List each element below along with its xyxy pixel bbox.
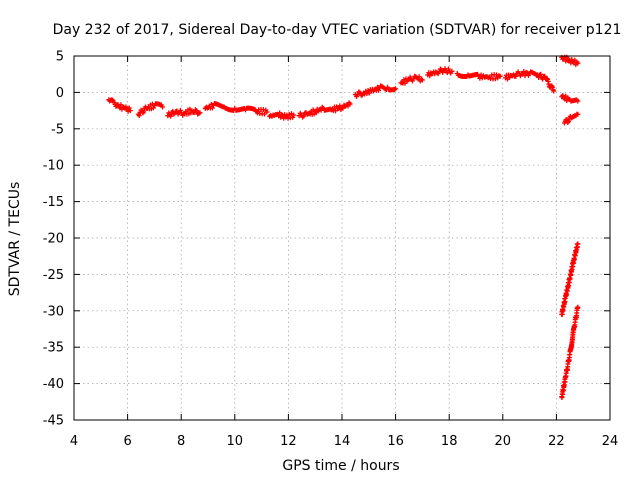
- x-tick-label: 12: [280, 434, 297, 449]
- data-point: [347, 101, 353, 107]
- x-axis-label: GPS time / hours: [282, 458, 399, 474]
- x-tick-label: 18: [441, 434, 458, 449]
- tick-layer: 4 6 8 10 12 14 16 18 20 22 24 5 0 -5 -10 -15 -20 -25 -30 -3…: [43, 50, 619, 450]
- data-point: [575, 304, 581, 310]
- data-segment: [454, 70, 503, 82]
- data-segment: [502, 69, 557, 94]
- y-tick-label: -30: [43, 304, 64, 319]
- data-marker: [538, 71, 544, 77]
- x-tick-label: 22: [548, 434, 565, 449]
- data-segment: [559, 92, 581, 104]
- data-segment: [425, 66, 455, 79]
- data-marker: [194, 108, 200, 114]
- data-point: [419, 77, 425, 83]
- x-tick-label: 16: [387, 434, 404, 449]
- data-point: [197, 110, 203, 116]
- data-segment: [561, 111, 581, 126]
- x-tick-label: 8: [177, 434, 185, 449]
- y-tick-label: 0: [56, 86, 64, 101]
- data-point: [575, 241, 581, 247]
- x-tick-label: 6: [123, 434, 131, 449]
- data-segment: [165, 106, 203, 119]
- data-segment: [398, 73, 425, 86]
- data-marker: [567, 276, 573, 282]
- data-marker: [566, 118, 572, 124]
- x-tick-label: 24: [602, 434, 619, 449]
- data-point: [551, 88, 557, 94]
- y-tick-label: -15: [43, 195, 64, 210]
- x-tick-label: 14: [334, 434, 351, 449]
- data-segment: [559, 54, 581, 68]
- data-point: [497, 73, 503, 79]
- data-segment: [202, 100, 270, 117]
- data-segment: [352, 83, 399, 100]
- data-marker: [559, 311, 565, 317]
- data-marker: [301, 113, 307, 119]
- data-marker: [513, 73, 519, 79]
- data-point: [575, 98, 581, 104]
- data-marker: [416, 74, 422, 80]
- data-marker: [209, 105, 215, 111]
- data-segment: [559, 241, 581, 317]
- y-tick-label: -40: [43, 377, 64, 392]
- data-point: [127, 108, 133, 114]
- data-marker: [138, 107, 144, 113]
- data-marker: [494, 72, 500, 78]
- data-point: [449, 68, 455, 74]
- x-tick-label: 20: [495, 434, 512, 449]
- data-marker: [168, 113, 174, 119]
- y-tick-label: -45: [43, 414, 64, 429]
- data-point: [159, 104, 165, 110]
- data-point: [291, 112, 297, 118]
- data-marker: [537, 72, 543, 78]
- data-segment: [267, 110, 297, 121]
- y-tick-label: -5: [51, 122, 64, 137]
- data-marker: [254, 110, 260, 116]
- data-marker: [560, 391, 566, 397]
- data-marker: [562, 379, 568, 385]
- y-tick-label: -10: [43, 159, 64, 174]
- chart-title: Day 232 of 2017, Sidereal Day-to-day VTE…: [53, 22, 622, 38]
- y-tick-label: -20: [43, 232, 64, 247]
- y-tick-label: -35: [43, 341, 64, 356]
- data-marker: [109, 97, 115, 103]
- data-marker: [560, 92, 566, 98]
- data-marker: [478, 72, 484, 78]
- data-marker: [136, 113, 142, 119]
- y-axis-label: SDTVAR / TECUs: [7, 182, 23, 297]
- x-tick-label: 10: [227, 434, 244, 449]
- data-point: [264, 109, 270, 115]
- data-segment: [559, 304, 581, 400]
- data-marker: [126, 105, 132, 111]
- data-layer: [106, 54, 581, 400]
- data-point: [575, 111, 581, 117]
- x-tick-label: 4: [70, 434, 78, 449]
- data-marker: [141, 109, 147, 115]
- y-tick-label: 5: [56, 50, 64, 65]
- data-segment: [106, 97, 133, 114]
- data-marker: [564, 292, 570, 298]
- data-marker: [150, 105, 156, 111]
- data-point: [575, 60, 581, 66]
- y-tick-label: -25: [43, 268, 64, 283]
- data-segment: [296, 100, 353, 120]
- data-marker: [492, 76, 498, 82]
- grid-layer: [74, 56, 610, 420]
- data-segment: [135, 101, 165, 119]
- data-marker: [123, 104, 129, 110]
- data-point: [393, 86, 399, 92]
